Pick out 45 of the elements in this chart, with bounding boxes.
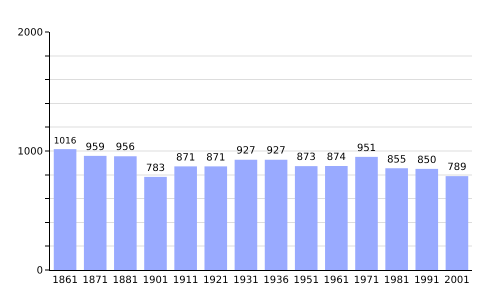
data-label: 874 <box>326 152 346 163</box>
x-tick-label: 1961 <box>324 275 350 286</box>
x-tick-label: 1991 <box>414 275 440 286</box>
data-label: 1016 <box>54 136 77 146</box>
x-tick-label: 1911 <box>172 275 198 286</box>
x-tick-label: 1861 <box>52 275 78 286</box>
bar <box>204 166 228 270</box>
x-tick-label: 1921 <box>203 275 229 286</box>
bar <box>114 156 137 270</box>
data-label: 871 <box>206 152 226 164</box>
bar <box>446 176 468 270</box>
x-tick-label: 1951 <box>293 275 319 286</box>
bar <box>234 160 258 270</box>
bar <box>415 168 438 270</box>
x-tick-label: 1931 <box>233 275 259 286</box>
bar <box>84 156 107 270</box>
bar <box>355 156 378 270</box>
x-tick-label: 2001 <box>444 275 470 286</box>
data-label: 959 <box>86 142 105 153</box>
bar <box>174 166 197 270</box>
x-tick-label: 1871 <box>82 275 108 286</box>
data-label: 956 <box>116 142 135 154</box>
y-tick-label: 2000 <box>18 28 43 38</box>
bar <box>54 149 76 270</box>
x-tick-label: 1881 <box>112 275 138 286</box>
data-label: 789 <box>447 162 466 174</box>
bar <box>385 168 408 270</box>
bar <box>264 160 288 270</box>
data-label: 855 <box>387 154 406 166</box>
data-label: 927 <box>236 146 256 157</box>
y-tick-label: 1000 <box>18 146 43 158</box>
y-tick-label: 0 <box>36 266 43 276</box>
bar <box>294 166 318 270</box>
x-tick-label: 1936 <box>263 275 289 286</box>
bar <box>325 166 348 270</box>
data-label: 871 <box>176 152 196 164</box>
x-tick-label: 1901 <box>142 275 168 286</box>
data-label: 850 <box>417 154 436 166</box>
data-label: 927 <box>266 146 286 157</box>
data-label: 873 <box>296 152 316 164</box>
data-label: 951 <box>356 142 376 154</box>
bar <box>144 176 167 270</box>
x-tick-label: 1981 <box>384 275 410 286</box>
data-label: 783 <box>146 162 166 174</box>
x-tick-label: 1971 <box>354 275 380 286</box>
